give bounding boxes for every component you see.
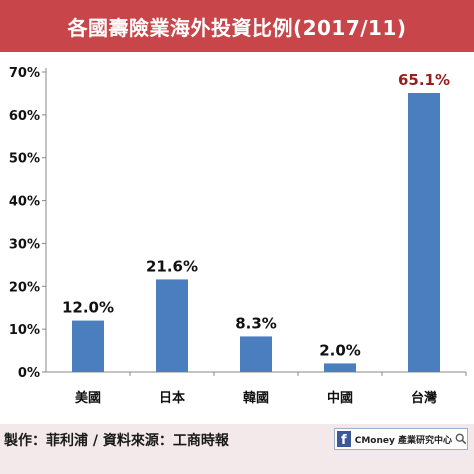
data-label: 2.0% xyxy=(319,341,361,359)
facebook-icon: f xyxy=(337,431,351,447)
x-tick-label: 韓國 xyxy=(243,390,269,406)
data-label: 65.1% xyxy=(398,71,450,89)
x-tick-label: 日本 xyxy=(159,390,185,406)
y-tick-label: 10% xyxy=(9,323,40,338)
y-tick-label: 50% xyxy=(9,152,40,167)
x-tick-label: 美國 xyxy=(75,390,101,406)
search-icon xyxy=(455,433,467,445)
chart-title: 各國壽險業海外投資比例(2017/11) xyxy=(67,15,407,40)
credit-text: 製作：菲利浦 / 資料來源：工商時報 xyxy=(4,433,229,449)
x-tick-label: 中國 xyxy=(327,390,353,406)
data-label: 8.3% xyxy=(235,314,277,332)
title-bar: 各國壽險業海外投資比例(2017/11) xyxy=(0,0,474,52)
y-tick-label: 30% xyxy=(9,237,40,252)
y-tick-label: 40% xyxy=(9,195,40,210)
x-tick-label: 台灣 xyxy=(411,390,437,406)
y-tick-label: 70% xyxy=(9,66,40,81)
bar-2 xyxy=(240,336,272,372)
y-tick-label: 0% xyxy=(18,366,40,381)
bar-chart: 0% 10% 20% 30% 40% 50% 60% 70% 美國 12.0% 日本 21.6% 韓國 8… xyxy=(9,66,467,406)
logo-text: CMoney 產業研究中心 xyxy=(354,435,452,446)
data-label: 21.6% xyxy=(146,257,198,275)
data-label: 12.0% xyxy=(62,299,114,317)
bar-4 xyxy=(408,93,440,372)
bar-0 xyxy=(72,320,104,372)
bar-1 xyxy=(156,279,188,372)
cmoney-logo[interactable]: f CMoney 產業研究中心 xyxy=(334,428,468,450)
plot-area: 0% 10% 20% 30% 40% 50% 60% 70% 美國 12.0% 日本 21.6% 韓國 8… xyxy=(0,52,474,424)
y-tick-label: 60% xyxy=(9,109,40,124)
y-tick-label: 20% xyxy=(9,280,40,295)
bar-3 xyxy=(324,363,356,372)
